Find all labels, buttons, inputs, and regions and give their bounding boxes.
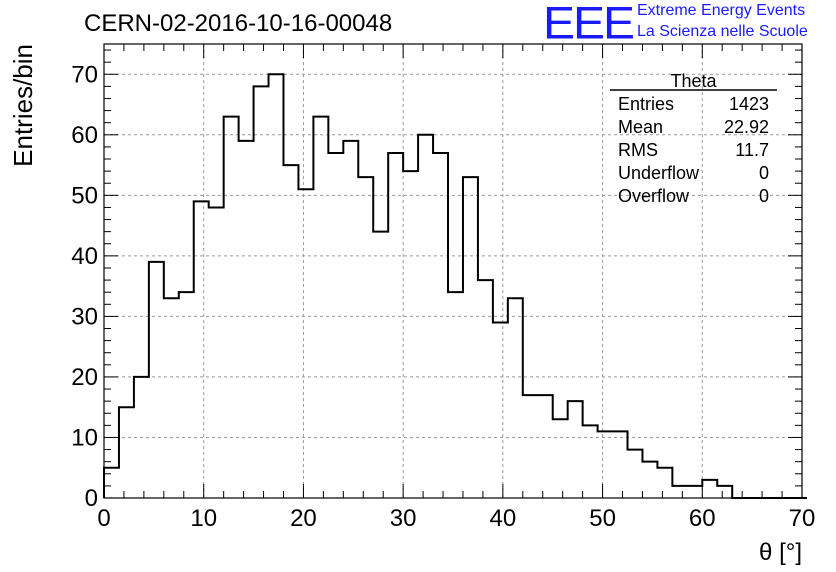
chart-title: CERN-02-2016-10-16-00048 xyxy=(84,10,393,37)
x-tick-label: 30 xyxy=(390,505,417,532)
eee-logo: EEE xyxy=(543,0,635,49)
y-tick-label: 70 xyxy=(71,61,98,88)
stats-value: 0 xyxy=(759,186,769,206)
histogram-bin xyxy=(538,395,553,498)
histogram-bin xyxy=(283,165,298,498)
histogram-bin xyxy=(583,425,598,498)
histogram-bars xyxy=(103,73,807,499)
histogram-bin xyxy=(194,201,209,498)
histogram-bin xyxy=(598,431,613,498)
stats-title: Theta xyxy=(670,71,717,91)
x-axis-label: θ [°] xyxy=(759,539,802,566)
histogram-bin xyxy=(433,153,448,498)
histogram-bin xyxy=(313,117,328,498)
stats-label: RMS xyxy=(618,140,658,160)
y-tick-label: 20 xyxy=(71,364,98,391)
histogram-bin xyxy=(358,177,373,498)
histogram-bin xyxy=(642,462,657,498)
histogram-bin xyxy=(657,468,672,498)
y-tick-label: 0 xyxy=(85,485,98,512)
histogram-bin xyxy=(568,401,583,498)
histogram-bin xyxy=(403,171,418,498)
stats-label: Underflow xyxy=(618,163,700,183)
histogram-bin xyxy=(104,468,119,498)
histogram-bin xyxy=(478,280,493,498)
x-tick-label: 70 xyxy=(789,505,816,532)
stats-label: Overflow xyxy=(618,186,690,206)
stats-box: Theta Entries 1423 Mean 22.92 RMS 11.7 Underflo… xyxy=(610,71,777,206)
histogram-bin xyxy=(672,486,687,498)
histogram-bin xyxy=(179,292,194,498)
logo-line-2: La Scienza nelle Scuole xyxy=(637,23,808,40)
histogram-bin xyxy=(164,298,179,498)
plot-frame xyxy=(103,43,803,499)
histogram-bin xyxy=(134,377,149,498)
x-tick-label: 10 xyxy=(190,505,217,532)
histogram-bin xyxy=(328,153,343,498)
logo-line-1: Extreme Energy Events xyxy=(637,2,806,19)
axes: 0 10 20 30 40 50 60 70 0 10 20 30 40 50 60 70 θ [°] Entri… xyxy=(8,43,816,566)
stats-label: Mean xyxy=(618,117,663,137)
grid-lines xyxy=(104,44,802,498)
histogram-bin xyxy=(418,135,433,498)
histogram-bin xyxy=(343,141,358,498)
histogram-bin xyxy=(523,395,538,498)
histogram-bin xyxy=(448,292,463,498)
histogram-bin xyxy=(254,86,269,498)
y-axis-label: Entries/bin xyxy=(8,44,38,167)
x-tick-label: 60 xyxy=(689,505,716,532)
histogram-bin xyxy=(508,298,523,498)
y-tick-label: 40 xyxy=(71,243,98,270)
histogram-bin xyxy=(463,177,478,498)
y-tick-label: 10 xyxy=(71,424,98,451)
y-tick-label: 60 xyxy=(71,122,98,149)
histogram-bin xyxy=(239,141,254,498)
stats-label: Entries xyxy=(618,94,674,114)
histogram-bin xyxy=(553,419,568,498)
stats-value: 11.7 xyxy=(735,140,769,160)
histogram-bin xyxy=(717,486,732,498)
histogram-bin xyxy=(209,207,224,498)
histogram-bin xyxy=(687,486,702,498)
x-tick-label: 0 xyxy=(97,505,110,532)
histogram-bin xyxy=(702,480,717,498)
histogram-bin xyxy=(298,189,313,498)
histogram-bin xyxy=(149,262,164,498)
y-tick-label: 50 xyxy=(71,182,98,209)
histogram-bin xyxy=(269,74,284,498)
histogram-bin xyxy=(373,232,388,498)
histogram-bin xyxy=(493,322,508,498)
histogram-bin xyxy=(628,450,643,498)
stats-value: 0 xyxy=(759,163,769,183)
x-tick-label: 50 xyxy=(589,505,616,532)
y-tick-label: 30 xyxy=(71,303,98,330)
histogram-bin xyxy=(388,153,403,498)
stats-value: 1423 xyxy=(729,94,769,114)
histogram-bin xyxy=(224,117,239,498)
x-tick-label: 20 xyxy=(290,505,317,532)
histogram-bin xyxy=(119,407,134,498)
x-tick-label: 40 xyxy=(490,505,517,532)
histogram-outline xyxy=(103,73,807,499)
histogram-bin xyxy=(613,431,628,498)
stats-value: 22.92 xyxy=(724,117,769,137)
